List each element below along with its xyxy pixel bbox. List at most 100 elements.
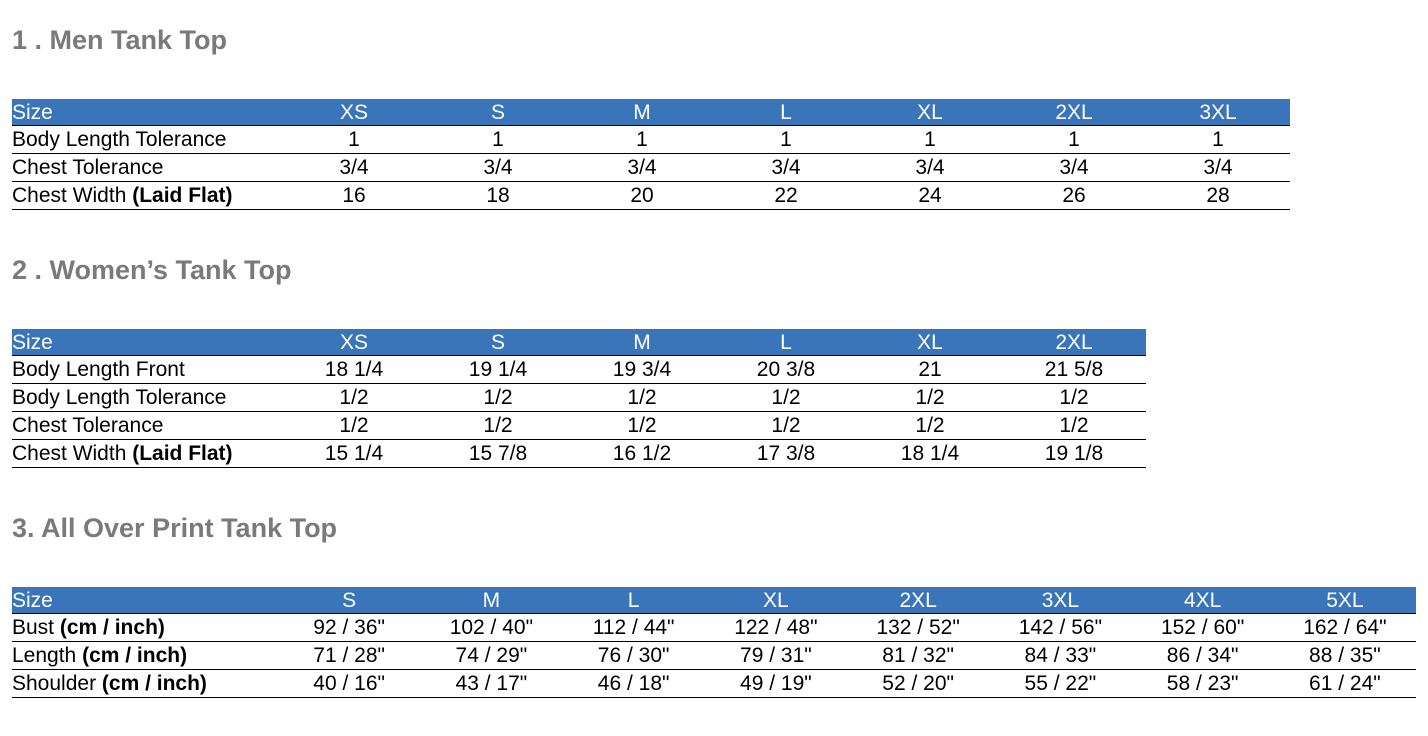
label-name: Chest Tolerance — [12, 414, 164, 437]
table-cell: 22 — [774, 184, 798, 207]
table-cell: 18 — [486, 184, 510, 207]
header-cell: S — [490, 101, 505, 124]
table-cell: 18 1/4 — [324, 358, 384, 381]
table-cell: 74 / 29" — [455, 644, 528, 667]
table-cell: 1/2 — [339, 414, 369, 437]
table-row: Chest Tolerance 1/2 1/2 1/2 1/2 1/2 1/2 — [12, 412, 1146, 440]
table-cell: 1/2 — [915, 414, 945, 437]
header-cell: XL — [917, 101, 943, 124]
table-cell: 1/2 — [627, 414, 657, 437]
label-name: Body Length Tolerance — [12, 128, 227, 151]
section-title: 1 . Men Tank Top — [12, 25, 228, 55]
table-cell: 1 — [1212, 128, 1224, 151]
header-cell: S — [490, 331, 505, 354]
table-cell: 1 — [492, 128, 504, 151]
table-cell: 1/2 — [915, 386, 945, 409]
table-cell: 46 / 18" — [597, 672, 670, 695]
table-cell: 3/4 — [771, 156, 801, 179]
table-cell: 3/4 — [483, 156, 513, 179]
table-cell: 1/2 — [627, 386, 657, 409]
table-cell: 16 — [342, 184, 366, 207]
table-cell: 122 / 48" — [734, 616, 818, 639]
header-cell: L — [780, 331, 792, 354]
label-name: Chest Width — [12, 184, 127, 207]
table-cell: 1 — [1068, 128, 1080, 151]
row-label: Body Length Tolerance — [12, 384, 282, 411]
table-cell: 21 5/8 — [1044, 358, 1104, 381]
table-cell: 3/4 — [627, 156, 657, 179]
label-name: Chest Width — [12, 442, 127, 465]
table-row: Chest Width (Laid Flat) 15 1/4 15 7/8 16 1/… — [12, 440, 1146, 468]
header-cell: 4XL — [1183, 589, 1222, 612]
header-row: Size XS S M L XL 2XL 3XL — [12, 99, 1290, 126]
table-cell: 55 / 22" — [1024, 672, 1097, 695]
table-cell: 52 / 20" — [882, 672, 954, 695]
section-title: 3. All Over Print Tank Top — [12, 513, 338, 543]
header-cell: 3XL — [1199, 101, 1237, 124]
header-cell: XS — [339, 101, 368, 124]
table-cell: 61 / 24" — [1309, 672, 1381, 695]
table-cell: 142 / 56" — [1018, 616, 1103, 639]
label-name: Bust — [12, 616, 55, 639]
table-cell: 43 / 17" — [455, 672, 528, 695]
header-cell: Size — [12, 331, 53, 354]
table-cell: 102 / 40" — [449, 616, 534, 639]
row-label: Chest Width (Laid Flat) — [12, 440, 282, 467]
size-table: Size S M L XL 2XL 3XL 4XL 5XL Bust (cm / inch) 92 … — [12, 587, 1416, 698]
header-cell: 5XL — [1326, 589, 1364, 612]
table-row: Shoulder (cm / inch) 40 / 16" 43 / 17" 46 /… — [12, 670, 1416, 698]
header-cell: 2XL — [899, 589, 937, 612]
table-cell: 112 / 44" — [592, 616, 675, 639]
table-cell: 24 — [918, 184, 942, 207]
header-cell: XL — [917, 331, 943, 354]
table-cell: 28 — [1206, 184, 1230, 207]
table-cell: 19 1/8 — [1044, 442, 1104, 465]
table-cell: 152 / 60" — [1160, 616, 1245, 639]
size-table: Size XS S M L XL 2XL 3XL Body Length Tolerance 1 1… — [12, 99, 1290, 210]
row-label: Body Length Tolerance — [12, 126, 282, 153]
table-cell: 81 / 32" — [882, 644, 954, 667]
label-unit: (Laid Flat) — [132, 184, 233, 207]
table-row: Body Length Tolerance 1 1 1 1 1 1 1 — [12, 126, 1290, 154]
row-label: Length (cm / inch) — [12, 642, 278, 669]
header-row: Size S M L XL 2XL 3XL 4XL 5XL — [12, 587, 1416, 614]
table-cell: 1/2 — [483, 386, 513, 409]
label-name: Body Length Tolerance — [12, 386, 227, 409]
table-cell: 92 / 36" — [313, 616, 385, 639]
table-row: Chest Tolerance 3/4 3/4 3/4 3/4 3/4 3/4 3/4 — [12, 154, 1290, 182]
table-cell: 58 / 23" — [1166, 672, 1239, 695]
table-row: Chest Width (Laid Flat) 16 18 20 22 24 26 28 — [12, 182, 1290, 210]
header-cell: S — [342, 589, 357, 612]
row-label: Chest Tolerance — [12, 412, 282, 439]
size-table: Size XS S M L XL 2XL Body Length Front 18 1/4 19 … — [12, 329, 1146, 468]
header-row: Size XS S M L XL 2XL — [12, 329, 1146, 356]
table-cell: 84 / 33" — [1024, 644, 1097, 667]
table-cell: 86 / 34" — [1166, 644, 1239, 667]
table-cell: 1/2 — [771, 414, 801, 437]
table-cell: 1/2 — [339, 386, 369, 409]
table-cell: 3/4 — [1059, 156, 1089, 179]
header-cell: Size — [12, 589, 53, 612]
table-cell: 1 — [636, 128, 648, 151]
table-cell: 79 / 31" — [740, 644, 812, 667]
header-cell: 2XL — [1055, 101, 1093, 124]
table-cell: 20 3/8 — [756, 358, 816, 381]
table-cell: 1 — [780, 128, 792, 151]
row-label: Body Length Front — [12, 356, 282, 383]
label-unit: (cm / inch) — [101, 672, 207, 695]
table-cell: 3/4 — [1203, 156, 1233, 179]
table-cell: 1 — [924, 128, 936, 151]
header-cell: L — [627, 589, 640, 612]
table-cell: 88 / 35" — [1309, 644, 1381, 667]
header-cell: M — [633, 331, 651, 354]
table-cell: 21 — [918, 358, 942, 381]
table-cell: 3/4 — [339, 156, 369, 179]
table-cell: 17 3/8 — [756, 442, 816, 465]
table-cell: 162 / 64" — [1303, 616, 1387, 639]
table-cell: 16 1/2 — [612, 442, 672, 465]
header-cell: Size — [12, 101, 53, 124]
label-name: Length — [12, 644, 77, 667]
label-unit: (Laid Flat) — [132, 442, 233, 465]
table-cell: 3/4 — [915, 156, 945, 179]
